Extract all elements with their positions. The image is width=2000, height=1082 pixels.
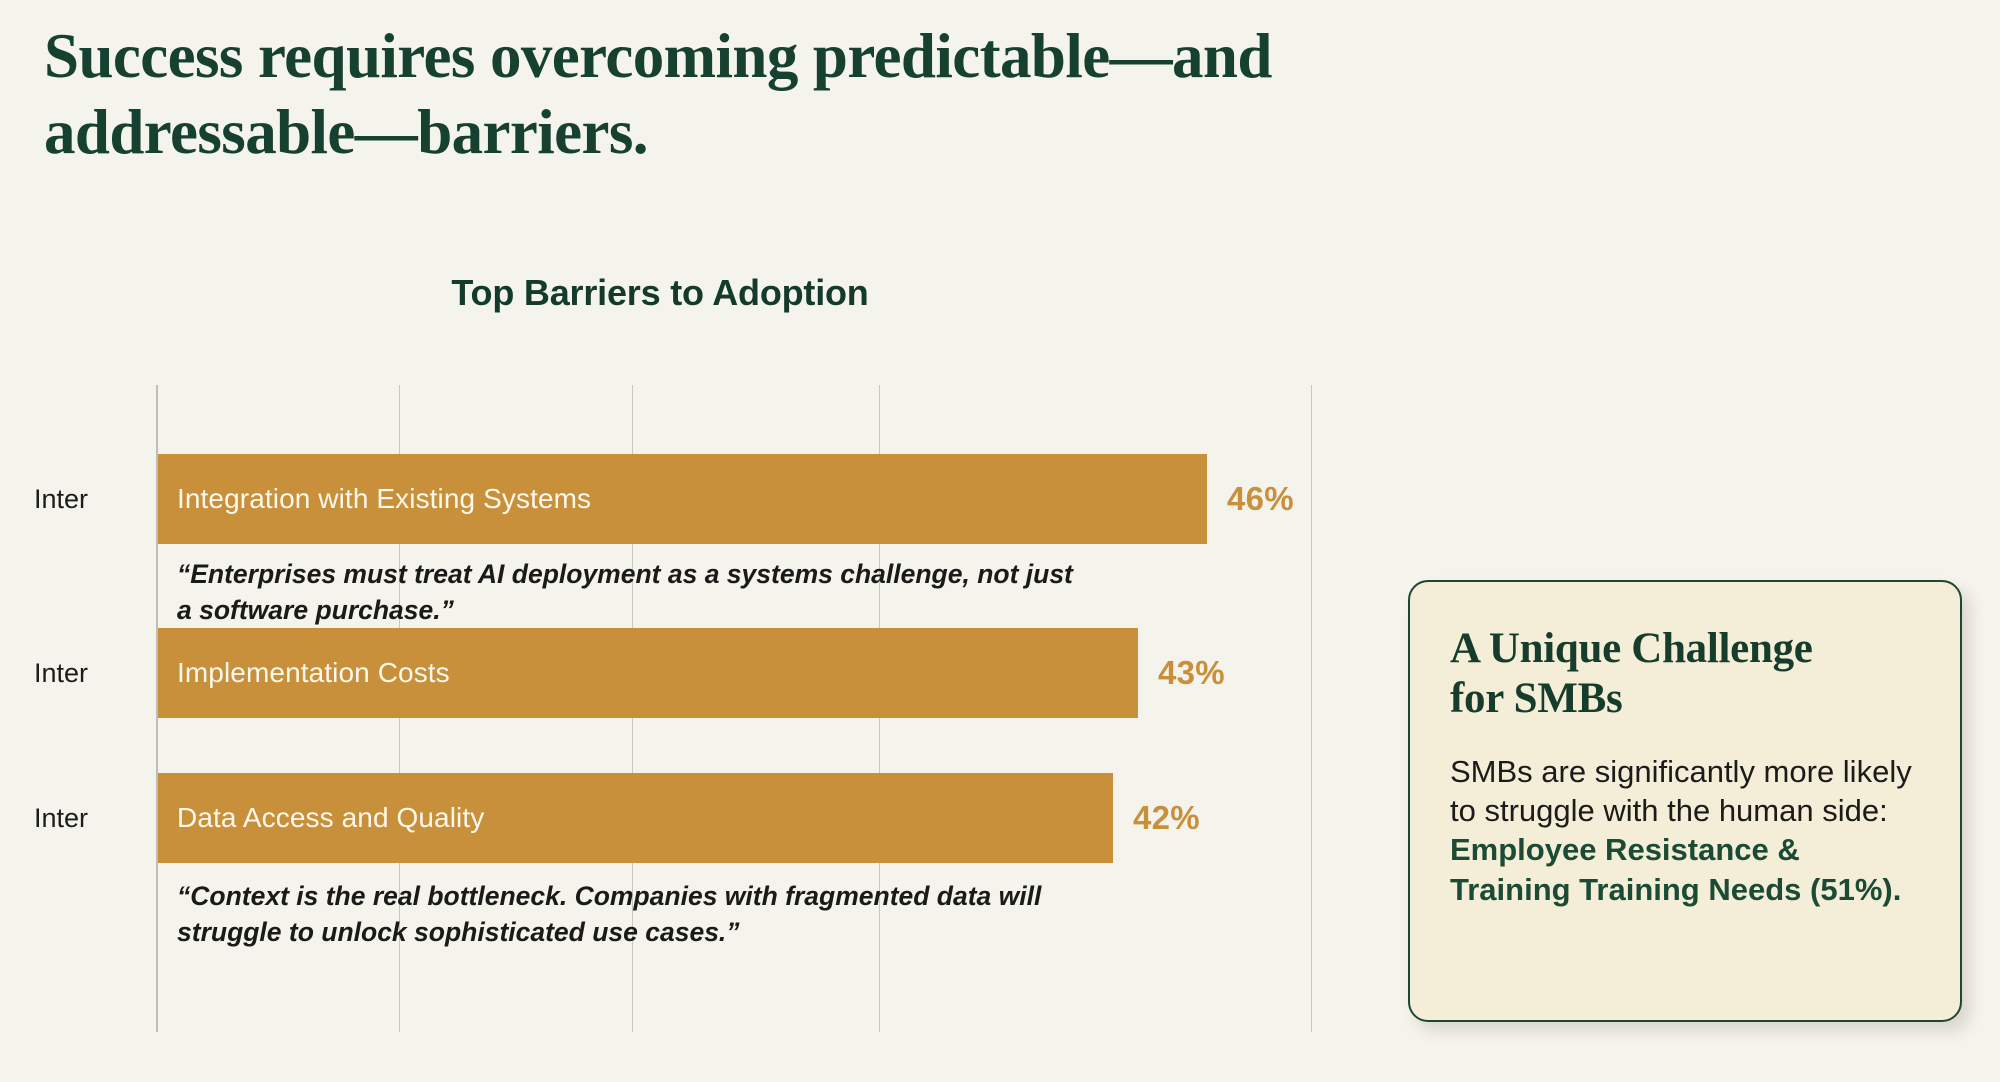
bar-label: Data Access and Quality bbox=[177, 802, 485, 833]
bar-value-label: 43% bbox=[1158, 654, 1225, 691]
callout-body-emphasis: Employee Resistance & Training Training … bbox=[1450, 832, 1902, 907]
table-row: Data Access and Quality 42% bbox=[156, 773, 1312, 863]
bar[interactable]: Integration with Existing Systems bbox=[158, 454, 1207, 544]
y-axis-tick-label: Inter bbox=[33, 657, 88, 688]
bar-chart: Top Barriers to Adoption Inter Integrati… bbox=[0, 272, 1380, 1032]
bar-value-label: 42% bbox=[1133, 799, 1200, 836]
page-title-line-1: Success requires overcoming predictable—… bbox=[44, 21, 1272, 91]
chart-annotation-quote: “Context is the real bottleneck. Compani… bbox=[177, 881, 1042, 947]
bar-label: Implementation Costs bbox=[177, 657, 450, 688]
bar-value-label: 46% bbox=[1227, 480, 1294, 517]
gridline bbox=[1311, 385, 1312, 1032]
callout-card: A Unique Challenge for SMBs SMBs are sig… bbox=[1408, 580, 1962, 1022]
chart-plot-area: Inter Integration with Existing Systems … bbox=[34, 385, 1312, 1032]
page-title: Success requires overcoming predictable—… bbox=[44, 18, 1884, 170]
callout-heading: A Unique Challenge for SMBs bbox=[1450, 624, 1920, 724]
callout-heading-line-1: A Unique Challenge bbox=[1450, 625, 1813, 672]
y-axis-tick-label: Inter bbox=[33, 802, 88, 833]
chart-annotation-quote: “Enterprises must treat AI deployment as… bbox=[177, 559, 1073, 625]
page-title-line-2: addressable—barriers. bbox=[44, 97, 649, 168]
bar[interactable]: Implementation Costs bbox=[158, 628, 1138, 718]
chart-title: Top Barriers to Adoption bbox=[451, 272, 869, 313]
y-axis-tick-label: Inter bbox=[33, 483, 88, 514]
bar-label: Integration with Existing Systems bbox=[177, 483, 592, 514]
y-axis-line bbox=[156, 385, 158, 1032]
table-row: Implementation Costs 43% bbox=[156, 628, 1312, 718]
bar[interactable]: Data Access and Quality bbox=[158, 773, 1113, 863]
callout-body: SMBs are significantly more likely to st… bbox=[1450, 752, 1920, 909]
callout-body-prefix: SMBs are significantly more likely to st… bbox=[1450, 753, 1912, 829]
callout-heading-line-2: for SMBs bbox=[1450, 674, 1623, 722]
table-row: Integration with Existing Systems 46% bbox=[156, 454, 1312, 544]
